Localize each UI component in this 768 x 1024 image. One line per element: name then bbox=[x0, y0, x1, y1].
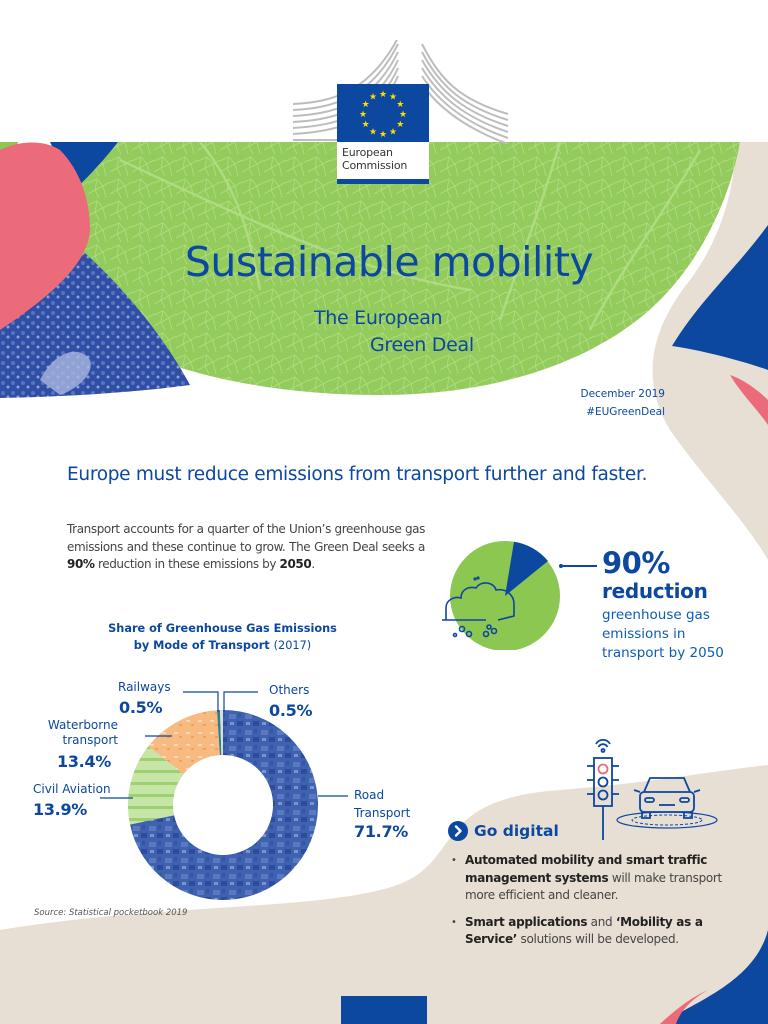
list-item-text-2: solutions will be developed. bbox=[517, 932, 680, 946]
donut-slice-aviation bbox=[127, 746, 184, 825]
list-item-text: and bbox=[587, 914, 616, 929]
donut-slice-road bbox=[130, 710, 318, 900]
traffic-light-icon bbox=[587, 738, 619, 840]
list-item-bold-2: ‘Mobility as a Service’ bbox=[465, 914, 703, 947]
page-title: Sustainable mobility bbox=[184, 238, 594, 286]
publication-info: December 2019 #EUGreenDeal bbox=[580, 385, 665, 421]
subtitle-line-1: The European bbox=[314, 307, 443, 329]
label-railways: Railways bbox=[118, 680, 171, 694]
label-road: Road Transport bbox=[354, 788, 410, 821]
stat-desc-line-3: transport by 2050 bbox=[602, 645, 724, 661]
chart-title: Share of Greenhouse Gas Emissions by Mod… bbox=[60, 620, 385, 654]
stat-value: 90% bbox=[602, 546, 670, 580]
svg-text:★: ★ bbox=[362, 100, 370, 110]
svg-text:★: ★ bbox=[396, 120, 404, 130]
value-road: 71.7% bbox=[354, 822, 409, 841]
remaining-slice bbox=[505, 541, 548, 596]
chart-source: Source: Statistical pocketbook 2019 bbox=[34, 908, 188, 918]
value-railways: 0.5% bbox=[119, 698, 163, 717]
list-item-bold: Automated mobility and smart traffic man… bbox=[465, 853, 708, 885]
intro-bold-percent: 90% bbox=[67, 557, 95, 571]
svg-text:★: ★ bbox=[389, 127, 397, 137]
stat-desc-line-2: emissions in bbox=[602, 626, 686, 642]
value-waterborne: 13.4% bbox=[57, 752, 112, 771]
chart-title-line-2: by Mode of Transport bbox=[133, 639, 270, 652]
label-waterborne-line-1: Waterborne bbox=[47, 718, 118, 732]
label-aviation: Civil Aviation bbox=[33, 782, 111, 796]
svg-text:★: ★ bbox=[396, 100, 404, 110]
chart-title-year: (2017) bbox=[273, 639, 312, 652]
intro-text-1: Transport accounts for a quarter of the … bbox=[67, 522, 425, 554]
svg-text:★: ★ bbox=[379, 130, 387, 140]
cloud-emissions-icon bbox=[442, 576, 515, 638]
intro-text-3: . bbox=[311, 557, 315, 571]
label-waterborne-line-2: transport bbox=[62, 733, 118, 747]
go-digital-header: Go digital bbox=[448, 821, 559, 841]
svg-text:★: ★ bbox=[399, 110, 407, 120]
chevron-right-circle-icon bbox=[448, 821, 468, 841]
chart-title-line-1: Share of Greenhouse Gas Emissions bbox=[108, 622, 337, 635]
svg-text:★: ★ bbox=[369, 93, 377, 103]
intro-paragraph: Transport accounts for a quarter of the … bbox=[67, 521, 425, 574]
logo-line-2: Commission bbox=[342, 159, 408, 172]
subtitle-line-2: Green Deal bbox=[370, 334, 474, 356]
european-commission-logo[interactable]: ★ ★ ★ ★ ★ ★ ★ ★ ★ ★ ★ ★ European Commiss… bbox=[337, 84, 429, 184]
bottom-blue-tab bbox=[341, 996, 427, 1024]
logo-bottom-bar bbox=[337, 179, 429, 184]
list-item-text: will make transport more efficient and c… bbox=[465, 870, 722, 903]
label-road-line-1: Road bbox=[354, 788, 385, 802]
emissions-donut-chart bbox=[100, 691, 348, 900]
hashtag-link[interactable]: #EUGreenDeal bbox=[586, 406, 665, 418]
eu-flag-icon: ★ ★ ★ ★ ★ ★ ★ ★ ★ ★ ★ ★ bbox=[337, 84, 429, 142]
svg-text:★: ★ bbox=[369, 127, 377, 137]
donut-slice-railways bbox=[217, 710, 222, 756]
svg-text:★: ★ bbox=[362, 120, 370, 130]
list-item: Smart applications and ‘Mobility as a Se… bbox=[449, 914, 749, 949]
stat-label: reduction bbox=[602, 579, 708, 603]
logo-line-1: European bbox=[342, 146, 393, 159]
publication-date: December 2019 bbox=[580, 388, 665, 400]
reduction-pie-chart bbox=[442, 541, 563, 650]
stat-description: greenhouse gas emissions in transport by… bbox=[602, 606, 752, 663]
svg-text:★: ★ bbox=[389, 93, 397, 103]
list-item-bold: Smart applications bbox=[465, 914, 588, 929]
list-item: Automated mobility and smart traffic man… bbox=[449, 852, 749, 905]
section-headline: Europe must reduce emissions from transp… bbox=[67, 464, 648, 485]
label-road-line-2: Transport bbox=[354, 806, 411, 820]
go-digital-list: Automated mobility and smart traffic man… bbox=[449, 852, 749, 958]
donut-slice-others bbox=[220, 710, 223, 755]
svg-text:★: ★ bbox=[379, 90, 387, 100]
stat-desc-line-1: greenhouse gas bbox=[602, 607, 710, 623]
svg-text:★: ★ bbox=[359, 110, 367, 120]
stat-connector-line bbox=[561, 565, 597, 567]
value-aviation: 13.9% bbox=[33, 800, 88, 819]
label-waterborne: Waterborne transport bbox=[40, 718, 118, 748]
donut-slice-waterborne bbox=[148, 710, 220, 775]
value-others: 0.5% bbox=[269, 701, 313, 720]
intro-bold-year: 2050 bbox=[279, 557, 312, 571]
car-icon bbox=[616, 777, 718, 829]
intro-text-2: reduction in these emissions by bbox=[94, 557, 280, 571]
go-digital-title: Go digital bbox=[474, 822, 559, 840]
logo-text: European Commission bbox=[337, 142, 429, 172]
label-others: Others bbox=[269, 683, 310, 697]
